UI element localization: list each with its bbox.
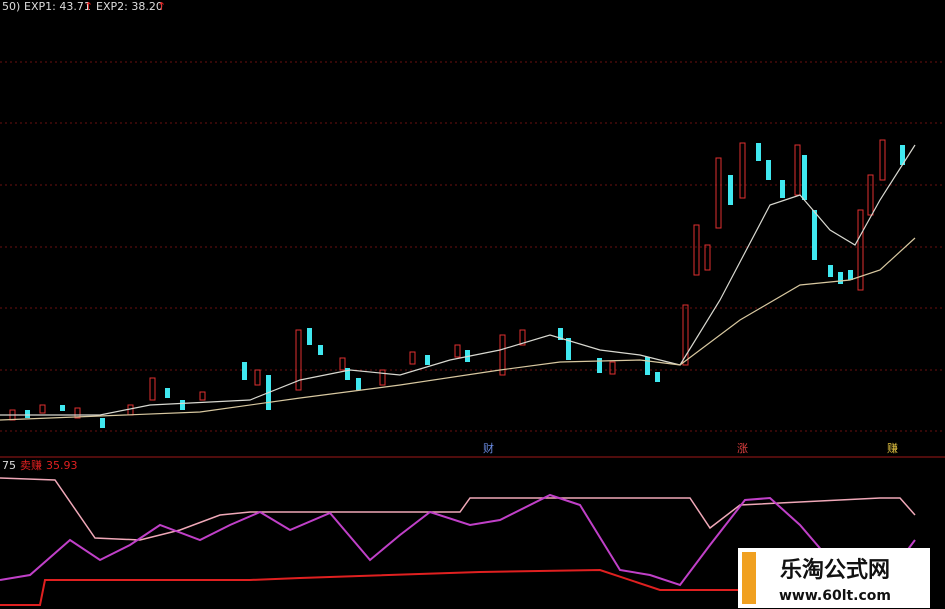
candles bbox=[9, 139, 905, 428]
grid bbox=[0, 61, 945, 432]
indicator-upper bbox=[0, 477, 916, 541]
indicator-mid bbox=[0, 493, 916, 587]
exp1: EXP1: 43.71 bbox=[24, 0, 91, 13]
ma-long bbox=[0, 237, 916, 421]
header: 50) EXP1: 43.71 ↑ EXP2: 38.20 ↑ bbox=[2, 0, 166, 13]
watermark: 乐淘公式网 www.60lt.com bbox=[738, 548, 930, 608]
indicator-prefix: 75 bbox=[2, 459, 16, 472]
period: 50) bbox=[2, 0, 20, 13]
arrow: ↑ bbox=[84, 0, 93, 13]
exp2: EXP2: 38.20 bbox=[96, 0, 163, 13]
marker: 涨 bbox=[737, 442, 748, 455]
watermark-title: 乐淘公式网 bbox=[780, 557, 890, 583]
indicator-value: 35.93 bbox=[46, 459, 78, 472]
indicator-name: 卖赚 bbox=[20, 458, 42, 472]
indicator-header: 75 卖赚 35.93 bbox=[2, 458, 78, 472]
arrow: ↑ bbox=[157, 0, 166, 13]
markers: 财 涨 赚 bbox=[483, 441, 898, 455]
marker: 赚 bbox=[887, 441, 898, 455]
watermark-url: www.60lt.com bbox=[779, 588, 891, 604]
ma-short bbox=[0, 144, 916, 416]
marker: 财 bbox=[483, 441, 494, 455]
